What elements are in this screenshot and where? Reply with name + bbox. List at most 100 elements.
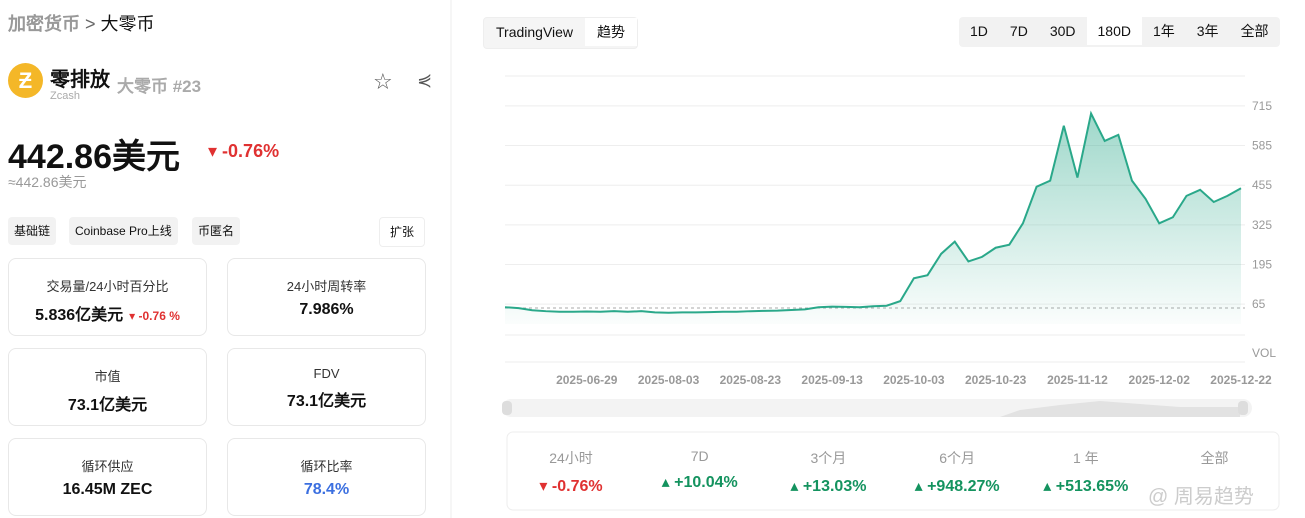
stat-value-text: 73.1亿美元 (286, 393, 367, 410)
price-area (505, 113, 1241, 324)
range-button[interactable]: 7D (1009, 23, 1028, 39)
performance-change: ▴ +13.03% (790, 478, 867, 495)
stat-label: FDV (313, 366, 340, 381)
slider-handle[interactable] (502, 401, 512, 415)
stat-card: 循环比率 78.4% (227, 438, 426, 516)
stat-card: 市值 73.1亿美元 (8, 348, 207, 426)
stat-value-text: 5.836亿美元 (35, 307, 124, 324)
stat-value: 78.4% (228, 481, 425, 499)
range-button[interactable]: 180D (1086, 17, 1142, 45)
performance-period: 7D (690, 448, 709, 464)
stat-value-text: 7.986% (299, 301, 354, 318)
performance-cell: 6个月 ▴ +948.27% (893, 448, 1021, 496)
x-tick-label: 2025-09-13 (801, 373, 863, 387)
ranges: 1D 7D 30D 180D 1年 3年 全部 (959, 17, 1280, 47)
tab[interactable]: TradingView (496, 24, 574, 40)
performance-change-text: +10.04% (674, 474, 738, 491)
y-tick-label: 455 (1252, 178, 1272, 192)
slider-preview (1000, 401, 1240, 417)
stat-card: 循环供应 16.45M ZEC (8, 438, 207, 516)
price-change-text: -0.76% (222, 141, 280, 161)
breadcrumb-sep: > (85, 14, 96, 34)
y-tick-label: 325 (1252, 218, 1272, 232)
stat-label: 交易量/24小时百分比 (46, 279, 169, 294)
stat-value: 7.986% (228, 301, 425, 319)
y-tick-label: 715 (1252, 99, 1272, 113)
range-button[interactable]: 3年 (1196, 23, 1219, 39)
stat-change: ▾ -0.76 % (129, 309, 180, 323)
range-button[interactable]: 1年 (1152, 23, 1175, 39)
coin-logo: Ƶ (8, 63, 43, 98)
breadcrumb-current: 大零币 (100, 14, 155, 34)
stat-card: 交易量/24小时百分比 5.836亿美元 ▾ -0.76 % (8, 258, 207, 336)
performance-change-text: +13.03% (802, 478, 867, 495)
expand-button[interactable]: 扩张 (379, 217, 426, 247)
price-line (504, 110, 1242, 314)
volume-label: VOL (1252, 346, 1276, 360)
stat-value: 5.836亿美元 ▾ -0.76 % (9, 301, 206, 325)
x-tick-label: 2025-10-03 (883, 373, 945, 387)
range-button[interactable]: 1D (970, 23, 988, 39)
watermark: @ 周易趋势 (1148, 486, 1254, 508)
x-tick-label: 2025-12-02 (1129, 373, 1191, 387)
share-button[interactable]: ⋞ (417, 70, 433, 90)
breadcrumb: 加密货币 > 大零币 (8, 10, 155, 36)
stat-label: 循环比率 (300, 459, 353, 474)
y-tick-label: 195 (1252, 258, 1272, 272)
tabs: TradingView 趋势 (483, 17, 639, 49)
stat-label: 24小时周转率 (286, 279, 367, 294)
performance-change: ▾ -0.76% (539, 478, 603, 495)
performance-period: 6个月 (939, 450, 975, 466)
range-button[interactable]: 全部 (1240, 23, 1269, 39)
performance-panel (506, 431, 1280, 511)
tag[interactable]: 币匿名 (192, 217, 241, 245)
x-tick-label: 2025-08-23 (720, 373, 782, 387)
price: 442.86美元 (8, 138, 180, 176)
performance-period: 24小时 (549, 450, 593, 466)
slider-handle[interactable] (1238, 401, 1248, 415)
performance-change: ▴ +10.04% (661, 474, 738, 491)
performance-period: 1 年 (1072, 450, 1099, 466)
performance-cell: 3个月 ▴ +13.03% (764, 448, 892, 496)
coin-name: 零排放 (50, 69, 110, 91)
range-button[interactable]: 30D (1049, 23, 1076, 39)
price-approx: ≈442.86美元 (8, 174, 87, 190)
stat-value-text: 16.45M ZEC (62, 481, 153, 498)
performance-cell: 全部 (1151, 448, 1279, 468)
x-tick-label: 2025-08-03 (638, 373, 700, 387)
performance-cell: 24小时 ▾ -0.76% (507, 448, 635, 496)
performance-change: ▴ +948.27% (914, 478, 1000, 495)
coin-alias: 大零币 #23 (117, 77, 202, 96)
coin-symbol: Zcash (50, 90, 80, 102)
stat-value: 16.45M ZEC (9, 481, 206, 499)
performance-change-text: +948.27% (927, 478, 1000, 495)
price-change: ▾ -0.76% (208, 141, 280, 161)
stat-label: 市值 (94, 369, 121, 384)
performance-change: ▴ +513.65% (1043, 478, 1129, 495)
y-tick-label: 585 (1252, 139, 1272, 153)
stat-value-text: 78.4% (303, 481, 350, 498)
stat-value-text: 73.1亿美元 (67, 397, 148, 414)
breadcrumb-root[interactable]: 加密货币 (8, 14, 80, 34)
performance-cell: 7D ▴ +10.04% (636, 448, 764, 492)
stat-label: 循环供应 (81, 459, 134, 474)
stat-value: 73.1亿美元 (9, 391, 206, 415)
tag[interactable]: 基础链 (8, 217, 57, 245)
y-tick-label: 65 (1252, 297, 1266, 311)
performance-change-text: -0.76% (551, 478, 603, 495)
performance-period: 全部 (1200, 450, 1229, 466)
x-tick-label: 2025-10-23 (965, 373, 1027, 387)
star-button[interactable]: ☆ (373, 69, 393, 94)
x-tick-label: 2025-12-22 (1210, 373, 1272, 387)
x-tick-label: 2025-11-12 (1047, 373, 1108, 387)
tab[interactable]: 趋势 (585, 18, 638, 46)
performance-change-text: +513.65% (1055, 478, 1129, 495)
performance-period: 3个月 (810, 450, 847, 466)
stat-value: 73.1亿美元 (228, 387, 425, 411)
tag[interactable]: Coinbase Pro上线 (69, 217, 178, 245)
stat-card: FDV 73.1亿美元 (227, 348, 426, 426)
x-tick-label: 2025-06-29 (556, 373, 618, 387)
stat-card: 24小时周转率 7.986% (227, 258, 426, 336)
